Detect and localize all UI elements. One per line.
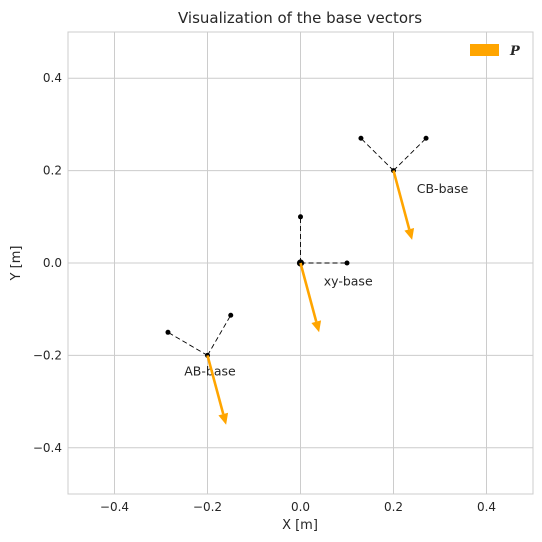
ab-base-axis-point [228, 312, 234, 318]
cb-base-group: CB-base [358, 135, 469, 196]
x-tick-label: 0.4 [477, 500, 496, 514]
legend: P [470, 44, 521, 59]
ab-base-vector-p-head [218, 412, 229, 425]
cb-base-vector-p-head [404, 227, 415, 240]
xy-base-axis-point [298, 214, 303, 220]
y-axis-label: Y [m] [9, 246, 24, 282]
plot-area: −0.4 −0.2 0.0 0.2 0.4 −0.4 −0.2 0.0 0.2 0.4 xy-bas… [33, 31, 534, 514]
cb-base-vector-p-shaft [392, 170, 411, 230]
xy-base-label: xy-base [324, 273, 373, 288]
ab-base-vector-p-shaft [206, 355, 225, 415]
cb-base-axis-point [358, 135, 364, 141]
y-tick-label: −0.4 [33, 441, 62, 455]
y-tick-label: 0.4 [43, 71, 62, 85]
xy-base-axis-point [344, 260, 350, 266]
legend-swatch [470, 44, 499, 56]
x-tick-label: −0.4 [100, 500, 129, 514]
ab-base-vector-p [206, 355, 229, 425]
y-tick-label: 0.0 [43, 256, 62, 270]
xy-base-vector-p [299, 262, 322, 333]
x-axis-label: X [m] [282, 518, 318, 533]
y-tick-label: 0.2 [43, 164, 62, 178]
x-tick-label: −0.2 [193, 500, 222, 514]
legend-label: P [509, 44, 521, 59]
ab-base-axis-point [165, 329, 171, 335]
cb-base-axis-point [423, 135, 429, 141]
cb-base-vector-p [392, 170, 415, 240]
axes-frame [67, 31, 534, 495]
xy-base-group: xy-base [296, 214, 373, 288]
x-tick-label: 0.0 [291, 500, 310, 514]
xy-base-vector-p-head [311, 320, 322, 333]
y-tick-label: −0.2 [33, 348, 62, 362]
xy-base-vector-p-shaft [299, 262, 318, 323]
chart-title: Visualization of the base vectors [178, 9, 422, 27]
x-tick-label: 0.2 [384, 500, 403, 514]
cb-base-label: CB-base [417, 181, 469, 196]
ab-base-label: AB-base [184, 364, 236, 379]
